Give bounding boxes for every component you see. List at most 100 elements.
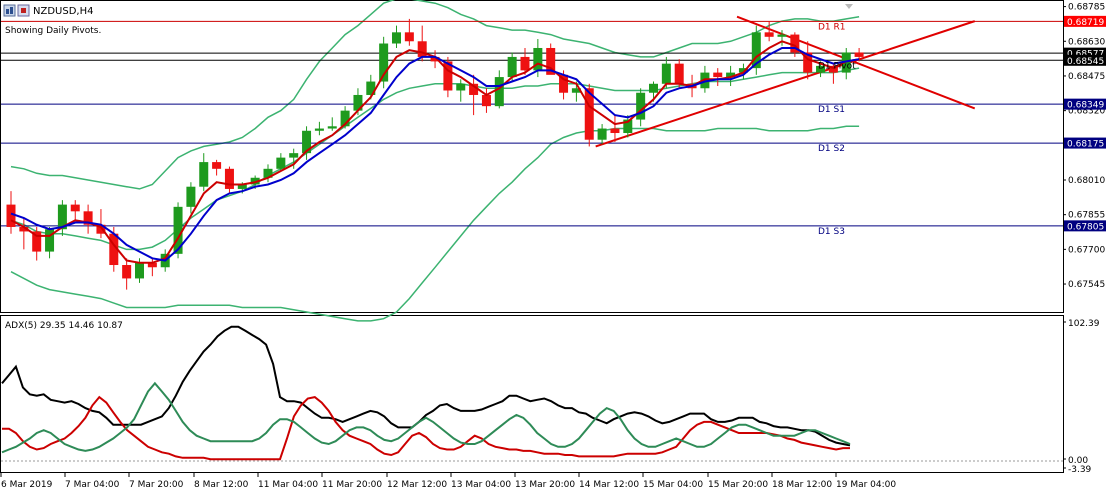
adx-line-2 xyxy=(1,381,851,454)
time-axis-label-11: 15 Mar 20:00 xyxy=(708,480,768,490)
candle-body-58 xyxy=(751,32,761,69)
candle-body-56 xyxy=(726,72,736,78)
moving-averages xyxy=(10,40,860,264)
candle-body-9 xyxy=(122,265,132,279)
candle-body-52 xyxy=(674,63,684,84)
adx-line-1 xyxy=(2,395,850,461)
time-axis-label-7: 13 Mar 04:00 xyxy=(451,480,511,490)
candle-body-45 xyxy=(584,88,594,140)
candle-body-21 xyxy=(276,157,286,169)
symbol-label: NZDUSD,H4 xyxy=(33,6,93,17)
time-axis-label-9: 14 Mar 12:00 xyxy=(579,480,639,490)
candle-body-6 xyxy=(83,211,93,225)
candle-body-15 xyxy=(199,162,209,187)
candle-body-61 xyxy=(790,34,800,53)
price-tag-bg-2 xyxy=(1064,54,1106,66)
trendline-1[interactable] xyxy=(736,15,976,110)
time-axis-label-12: 18 Mar 12:00 xyxy=(772,480,832,490)
time-axis-label-10: 15 Mar 04:00 xyxy=(643,480,703,490)
candle-body-44 xyxy=(571,88,581,93)
candle-body-34 xyxy=(443,61,453,91)
adx-header: ADX(5) 29.35 14.46 10.87 xyxy=(5,321,123,331)
candle-body-31 xyxy=(404,32,414,42)
candle-body-10 xyxy=(135,262,144,279)
price-axis-label-5: 0.68010 xyxy=(1068,176,1105,186)
chart-shift-marker[interactable] xyxy=(845,4,853,9)
candle-body-2 xyxy=(32,231,42,252)
price-tag-1: 0.68577 xyxy=(1067,50,1104,60)
price-panel-frame xyxy=(0,0,1064,313)
price-axis-label-7: 0.67700 xyxy=(1068,245,1105,255)
candle-body-13 xyxy=(173,206,183,254)
overlay-line-1 xyxy=(10,47,860,262)
candle-body-7 xyxy=(96,224,106,234)
time-axis-label-8: 13 Mar 20:00 xyxy=(515,480,575,490)
pivot-labels: D1 R1 D1 Pivot D1 S1 D1 S2 D1 S3 xyxy=(818,22,856,236)
candle-body-48 xyxy=(623,119,633,134)
candle-body-18 xyxy=(237,184,247,189)
pivot-label-1: D1 Pivot xyxy=(818,61,856,71)
candle-body-63 xyxy=(816,65,826,73)
time-axis-label-6: 12 Mar 12:00 xyxy=(387,480,447,490)
time-axis-label-5: 11 Mar 20:00 xyxy=(322,480,382,490)
time-axis-label-4: 11 Mar 04:00 xyxy=(258,480,318,490)
time-axis-label-1: 7 Mar 04:00 xyxy=(65,480,120,490)
chart-window-icon-bar xyxy=(10,7,13,14)
candle-body-11 xyxy=(147,262,157,268)
candle-body-57 xyxy=(738,68,748,73)
pivot-label-4: D1 S3 xyxy=(818,227,845,237)
candle-body-29 xyxy=(379,43,389,82)
pivot-label-3: D1 S2 xyxy=(818,144,845,154)
candle-body-38 xyxy=(494,77,504,107)
candle-body-37 xyxy=(481,94,491,107)
price-tag-bg-3 xyxy=(1064,98,1106,110)
candle-body-59 xyxy=(764,32,774,37)
candle-body-49 xyxy=(636,92,646,120)
candle-body-42 xyxy=(546,47,556,75)
candle-body-4 xyxy=(57,204,67,230)
price-axis-label-2: 0.68475 xyxy=(1068,72,1105,82)
adx-axis-zero: 0.00 xyxy=(1068,456,1088,466)
candle-body-50 xyxy=(649,83,658,93)
candle-body-41 xyxy=(533,47,543,71)
candle-body-62 xyxy=(803,52,813,73)
overlay-line-3 xyxy=(10,67,860,251)
price-axis-label-0: 0.68785 xyxy=(1068,3,1105,13)
candle-body-66 xyxy=(854,52,864,57)
adx-axis-top: 102.39 xyxy=(1068,319,1100,329)
candle-body-1 xyxy=(19,226,29,232)
price-tag-5: 0.67805 xyxy=(1067,222,1104,232)
candle-body-17 xyxy=(224,168,234,189)
time-axis-label-2: 7 Mar 20:00 xyxy=(129,480,184,490)
candle-body-24 xyxy=(314,128,324,131)
candle-body-22 xyxy=(289,153,299,158)
candle-body-54 xyxy=(700,72,710,89)
trendline-0[interactable] xyxy=(595,20,976,148)
price-axis-label-8: 0.67545 xyxy=(1068,280,1105,290)
overlay-line-2 xyxy=(10,0,860,190)
pivot-label-2: D1 S1 xyxy=(818,105,845,115)
candle-body-33 xyxy=(430,56,440,62)
candle-body-47 xyxy=(610,128,620,134)
candle-body-64 xyxy=(828,65,838,73)
price-tag-3: 0.68349 xyxy=(1067,101,1104,111)
price-tag-bg-1 xyxy=(1064,47,1106,59)
candle-body-19 xyxy=(250,177,260,185)
time-axis: 6 Mar 2019 7 Mar 04:00 7 Mar 20:00 8 Mar 12… xyxy=(0,473,896,490)
trendlines[interactable] xyxy=(595,15,976,148)
candle-body-46 xyxy=(597,128,607,140)
price-tag-0: 0.68719 xyxy=(1067,18,1104,28)
adx-axis-bottom: -3.39 xyxy=(1068,465,1092,475)
price-tag-4: 0.68175 xyxy=(1067,140,1104,150)
chart-window-icon-bar xyxy=(6,9,9,14)
candle-body-36 xyxy=(469,83,479,95)
chart-flag-icon-mark xyxy=(21,8,26,13)
adx-lines xyxy=(1,325,851,461)
candle-body-16 xyxy=(212,162,222,169)
candle-body-40 xyxy=(520,56,530,71)
candle-body-25 xyxy=(327,126,337,129)
candle-body-60 xyxy=(777,34,787,37)
